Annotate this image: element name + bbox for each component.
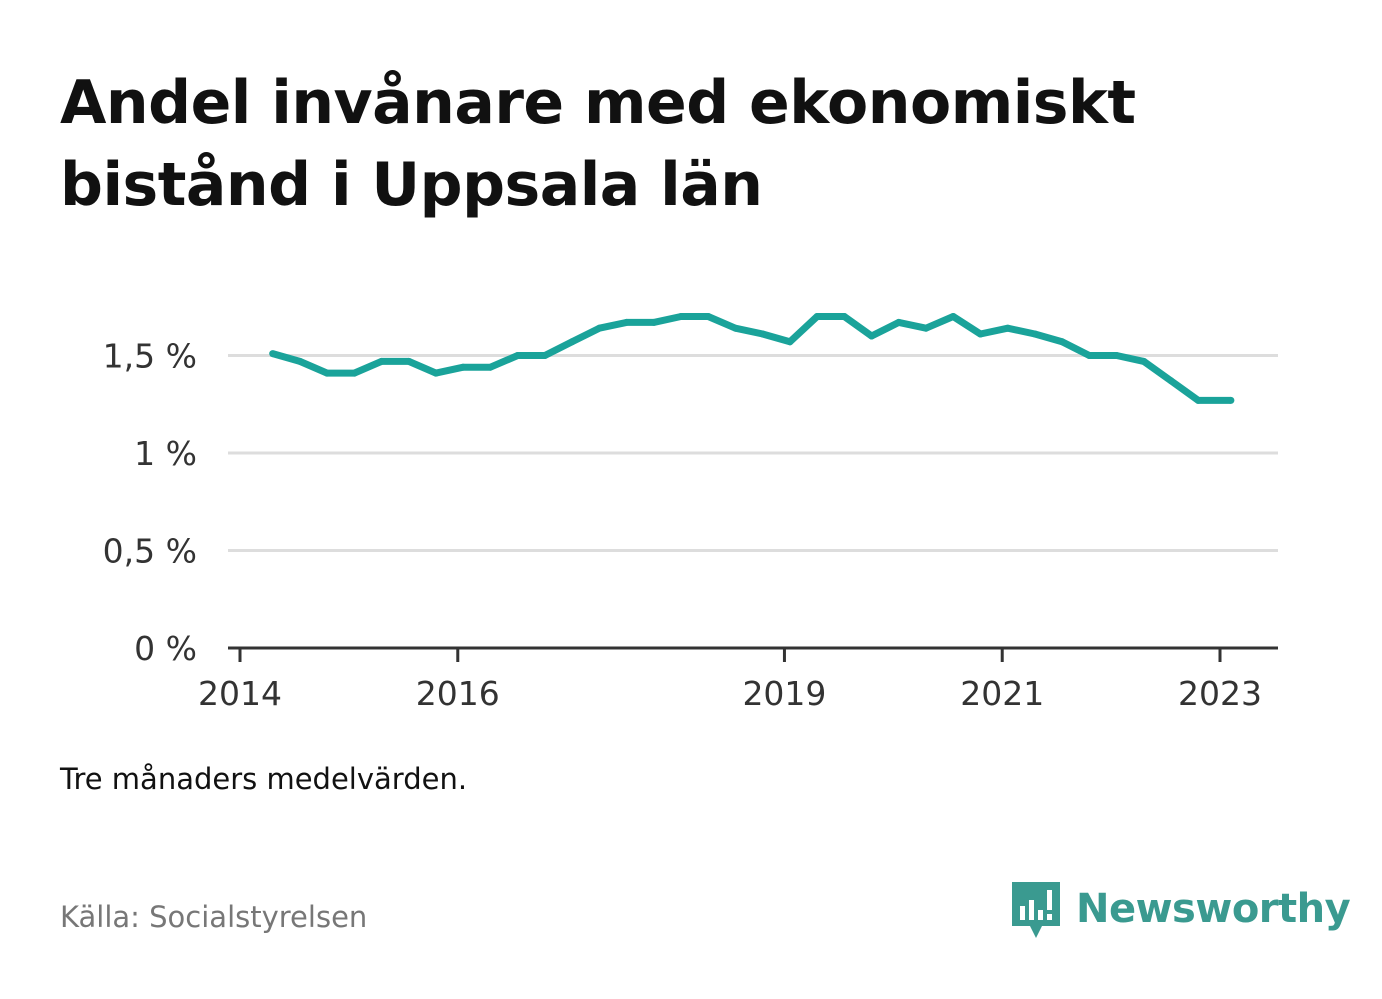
x-tick-label: 2016 xyxy=(416,674,500,713)
y-tick-label: 1,5 % xyxy=(103,337,197,376)
brand-name: Newsworthy xyxy=(1076,886,1351,932)
x-tick-label: 2014 xyxy=(198,674,282,713)
data-point xyxy=(976,330,984,338)
data-point xyxy=(731,324,739,332)
data-point xyxy=(486,363,494,371)
data-point xyxy=(1058,338,1066,346)
data-point xyxy=(813,313,821,320)
data-point xyxy=(1085,352,1093,359)
data-point xyxy=(296,357,304,365)
data-point xyxy=(405,357,413,365)
data-point xyxy=(868,332,876,340)
data-point xyxy=(1140,357,1148,365)
chart-note: Tre månaders medelvärden. xyxy=(60,762,468,796)
data-point xyxy=(1113,352,1121,359)
data-point xyxy=(623,318,631,326)
data-point xyxy=(514,352,522,359)
data-point xyxy=(323,369,331,377)
y-tick-label: 1 % xyxy=(134,434,197,473)
data-point xyxy=(568,338,576,346)
series-line xyxy=(271,313,1231,404)
data-point xyxy=(786,338,794,346)
data-point xyxy=(432,369,440,377)
data-point xyxy=(1194,396,1202,404)
data-point xyxy=(704,313,712,320)
newsworthy-logo-icon xyxy=(1012,882,1060,938)
data-point xyxy=(1031,330,1039,338)
data-point xyxy=(677,313,685,320)
data-point xyxy=(541,352,549,359)
data-point xyxy=(595,324,603,332)
y-axis-ticks: 0 % 0,5 % 1 % 1,5 % xyxy=(103,337,197,669)
data-point xyxy=(1167,377,1175,385)
data-point xyxy=(840,313,848,320)
x-tick-label: 2021 xyxy=(960,674,1044,713)
data-point xyxy=(949,313,957,320)
y-tick-label: 0,5 % xyxy=(103,532,197,571)
y-tick-label: 0 % xyxy=(134,629,197,668)
x-axis-ticks: 2014 2016 2019 2021 2023 xyxy=(198,648,1262,713)
newsworthy-logo[interactable]: Newsworthy xyxy=(1010,878,1351,940)
data-point xyxy=(378,357,386,365)
series-layer xyxy=(269,313,1235,404)
data-point xyxy=(459,363,467,371)
source-label: Källa: Socialstyrelsen xyxy=(60,900,368,934)
data-point xyxy=(1004,324,1012,332)
data-point xyxy=(922,324,930,332)
chart-title: Andel invånare med ekonomiskt bistånd i … xyxy=(60,68,1136,220)
data-point xyxy=(650,318,658,326)
data-point xyxy=(269,350,277,358)
x-tick-label: 2023 xyxy=(1178,674,1262,713)
data-point xyxy=(895,318,903,326)
data-point xyxy=(759,330,767,338)
data-point xyxy=(350,369,358,377)
x-tick-label: 2019 xyxy=(742,674,826,713)
grid-lines xyxy=(228,354,1278,552)
data-point xyxy=(1227,396,1235,404)
